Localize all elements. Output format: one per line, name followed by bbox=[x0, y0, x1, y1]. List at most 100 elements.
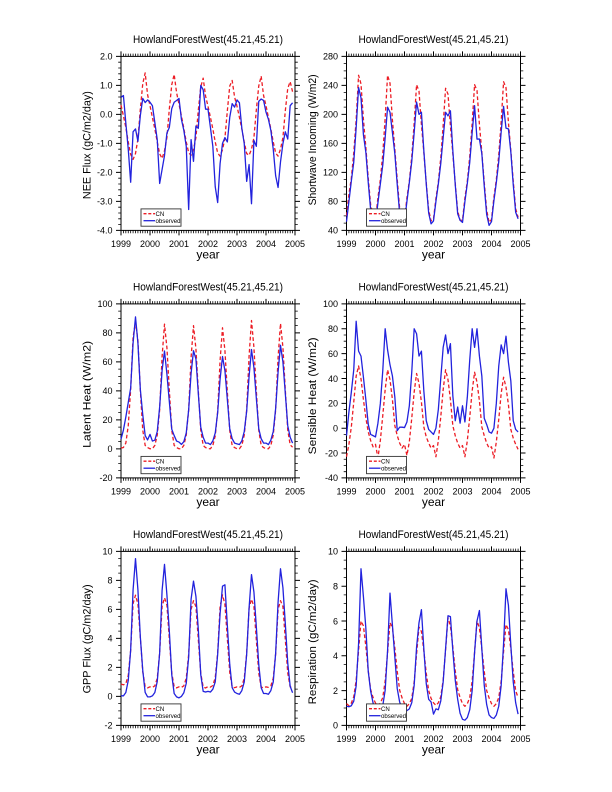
svg-text:2005: 2005 bbox=[510, 239, 530, 249]
svg-text:2003: 2003 bbox=[227, 486, 247, 496]
svg-text:2004: 2004 bbox=[481, 734, 501, 744]
svg-text:8: 8 bbox=[333, 582, 338, 592]
svg-text:1999: 1999 bbox=[111, 486, 131, 496]
svg-text:0.0: 0.0 bbox=[100, 110, 113, 120]
svg-text:80: 80 bbox=[328, 197, 338, 207]
svg-text:4: 4 bbox=[107, 634, 112, 644]
svg-text:CN: CN bbox=[156, 706, 165, 713]
svg-text:2.0: 2.0 bbox=[100, 52, 113, 62]
svg-text:-1.0: -1.0 bbox=[97, 139, 113, 149]
svg-text:60: 60 bbox=[102, 357, 112, 367]
svg-text:observed: observed bbox=[156, 466, 181, 473]
svg-text:2001: 2001 bbox=[169, 239, 189, 249]
svg-text:HowlandForestWest(45.21,45.21): HowlandForestWest(45.21,45.21) bbox=[359, 529, 509, 541]
svg-text:CN: CN bbox=[381, 211, 390, 218]
svg-text:2005: 2005 bbox=[285, 239, 305, 249]
svg-text:120: 120 bbox=[323, 168, 338, 178]
svg-text:40: 40 bbox=[328, 226, 338, 236]
svg-text:observed: observed bbox=[381, 713, 406, 720]
svg-text:CN: CN bbox=[156, 459, 165, 466]
svg-text:HowlandForestWest(45.21,45.21): HowlandForestWest(45.21,45.21) bbox=[133, 34, 283, 46]
svg-text:year: year bbox=[196, 495, 219, 509]
svg-text:20: 20 bbox=[102, 415, 112, 425]
svg-text:NEE Flux (gC/m2/day): NEE Flux (gC/m2/day) bbox=[82, 91, 94, 199]
svg-text:HowlandForestWest(45.21,45.21): HowlandForestWest(45.21,45.21) bbox=[359, 281, 509, 293]
svg-text:10: 10 bbox=[328, 547, 338, 557]
svg-text:2004: 2004 bbox=[256, 239, 276, 249]
svg-text:20: 20 bbox=[328, 399, 338, 409]
svg-text:2004: 2004 bbox=[481, 486, 501, 496]
svg-text:2001: 2001 bbox=[394, 734, 414, 744]
svg-text:2003: 2003 bbox=[227, 239, 247, 249]
svg-text:Latent Heat (W/m2): Latent Heat (W/m2) bbox=[82, 341, 94, 448]
svg-text:-40: -40 bbox=[325, 473, 338, 483]
svg-text:2001: 2001 bbox=[394, 239, 414, 249]
svg-text:Shortwave Incoming (W/m2): Shortwave Incoming (W/m2) bbox=[307, 74, 319, 205]
svg-text:year: year bbox=[422, 247, 445, 261]
svg-text:2003: 2003 bbox=[452, 734, 472, 744]
svg-text:2005: 2005 bbox=[285, 486, 305, 496]
svg-text:-2: -2 bbox=[104, 721, 112, 731]
svg-text:80: 80 bbox=[328, 324, 338, 334]
svg-text:2002: 2002 bbox=[198, 734, 218, 744]
svg-text:2002: 2002 bbox=[423, 734, 443, 744]
svg-text:160: 160 bbox=[323, 139, 338, 149]
svg-text:CN: CN bbox=[381, 706, 390, 713]
svg-text:HowlandForestWest(45.21,45.21): HowlandForestWest(45.21,45.21) bbox=[359, 34, 509, 46]
svg-text:60: 60 bbox=[328, 349, 338, 359]
svg-text:2000: 2000 bbox=[365, 486, 385, 496]
svg-text:2005: 2005 bbox=[285, 734, 305, 744]
svg-text:6: 6 bbox=[107, 605, 112, 615]
svg-text:200: 200 bbox=[323, 110, 338, 120]
svg-text:100: 100 bbox=[97, 299, 112, 309]
svg-text:observed: observed bbox=[156, 218, 181, 225]
svg-text:0: 0 bbox=[333, 721, 338, 731]
svg-text:2001: 2001 bbox=[169, 734, 189, 744]
svg-text:2: 2 bbox=[333, 686, 338, 696]
svg-text:1999: 1999 bbox=[111, 734, 131, 744]
svg-text:observed: observed bbox=[381, 466, 406, 473]
svg-text:2002: 2002 bbox=[423, 239, 443, 249]
svg-text:2000: 2000 bbox=[140, 486, 160, 496]
svg-text:2001: 2001 bbox=[169, 486, 189, 496]
svg-text:0: 0 bbox=[107, 692, 112, 702]
svg-text:6: 6 bbox=[333, 616, 338, 626]
svg-text:2004: 2004 bbox=[256, 486, 276, 496]
svg-text:2000: 2000 bbox=[140, 239, 160, 249]
svg-text:observed: observed bbox=[381, 218, 406, 225]
svg-text:2000: 2000 bbox=[365, 239, 385, 249]
svg-text:0: 0 bbox=[107, 444, 112, 454]
svg-text:2003: 2003 bbox=[452, 239, 472, 249]
svg-text:-2.0: -2.0 bbox=[97, 168, 113, 178]
svg-text:-4.0: -4.0 bbox=[97, 226, 113, 236]
svg-text:1999: 1999 bbox=[111, 239, 131, 249]
svg-text:8: 8 bbox=[107, 576, 112, 586]
svg-text:2001: 2001 bbox=[394, 486, 414, 496]
svg-text:2000: 2000 bbox=[365, 734, 385, 744]
svg-text:80: 80 bbox=[102, 328, 112, 338]
svg-text:2003: 2003 bbox=[227, 734, 247, 744]
svg-text:CN: CN bbox=[381, 459, 390, 466]
svg-text:4: 4 bbox=[333, 651, 338, 661]
svg-text:2004: 2004 bbox=[256, 734, 276, 744]
svg-text:year: year bbox=[196, 247, 219, 261]
svg-text:100: 100 bbox=[323, 299, 338, 309]
svg-text:10: 10 bbox=[102, 547, 112, 557]
svg-text:1.0: 1.0 bbox=[100, 81, 113, 91]
svg-text:40: 40 bbox=[102, 386, 112, 396]
svg-text:280: 280 bbox=[323, 52, 338, 62]
svg-text:1999: 1999 bbox=[336, 239, 356, 249]
svg-text:observed: observed bbox=[156, 713, 181, 720]
svg-text:2004: 2004 bbox=[481, 239, 501, 249]
svg-text:1999: 1999 bbox=[336, 486, 356, 496]
svg-text:GPP Flux (gC/m2/day): GPP Flux (gC/m2/day) bbox=[82, 584, 94, 693]
svg-text:Sensible Heat (W/m2): Sensible Heat (W/m2) bbox=[307, 337, 319, 454]
svg-text:2002: 2002 bbox=[198, 239, 218, 249]
svg-text:Respiration (gC/m2/day): Respiration (gC/m2/day) bbox=[307, 579, 319, 704]
svg-text:2002: 2002 bbox=[198, 486, 218, 496]
svg-text:40: 40 bbox=[328, 374, 338, 384]
svg-text:2: 2 bbox=[107, 663, 112, 673]
svg-text:2003: 2003 bbox=[452, 486, 472, 496]
svg-text:HowlandForestWest(45.21,45.21): HowlandForestWest(45.21,45.21) bbox=[133, 281, 283, 293]
svg-text:240: 240 bbox=[323, 81, 338, 91]
